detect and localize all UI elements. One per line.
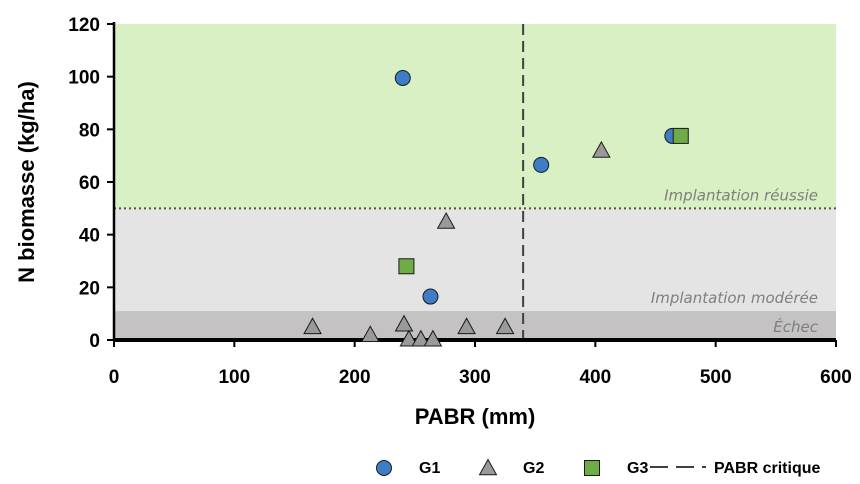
legend-label-g3: G3	[627, 460, 648, 477]
point-g2	[423, 329, 443, 347]
zone-label-implantation-moderee: Implantation modérée	[651, 289, 818, 307]
legend-label-g2: G2	[523, 460, 544, 477]
point-g2	[592, 140, 611, 158]
point-g2	[457, 317, 476, 335]
point-g2	[360, 325, 380, 343]
y-tick-label: 120	[68, 15, 100, 36]
point-g1	[533, 156, 550, 173]
y-axis-title: N biomasse (kg/ha)	[14, 81, 39, 283]
point-g3	[672, 127, 689, 144]
y-tick-label: 0	[89, 331, 100, 352]
x-tick-label: 600	[820, 367, 852, 388]
zone-label-echec: Échec	[773, 317, 818, 336]
legend: G1 G2 G3 PABR critique	[376, 458, 820, 477]
y-tick-label: 60	[79, 173, 100, 194]
legend-marker-g3	[584, 460, 600, 476]
zone-implantation-reussie	[114, 24, 836, 209]
y-tick-label: 100	[68, 68, 100, 89]
point-g2	[394, 314, 414, 332]
x-tick-label: 0	[109, 367, 120, 388]
y-tick-label: 40	[79, 226, 100, 247]
x-tick-label: 300	[459, 367, 491, 388]
points-layer	[303, 69, 689, 347]
point-g2	[303, 317, 322, 335]
y-tick-label: 20	[79, 278, 100, 299]
legend-label-pabr-critique: PABR critique	[714, 460, 820, 477]
zone-echec	[114, 311, 836, 340]
reference-lines-layer	[114, 24, 836, 340]
legend-marker-g2	[478, 458, 498, 476]
x-tick-label: 200	[339, 367, 371, 388]
x-tick-label: 400	[579, 367, 611, 388]
legend-label-g1: G1	[419, 460, 440, 477]
point-g1	[394, 69, 411, 86]
point-g2	[436, 211, 456, 229]
x-tick-label: 100	[218, 367, 250, 388]
point-g2	[495, 317, 515, 335]
zone-implantation-moderee	[114, 208, 836, 312]
point-g3	[398, 258, 415, 275]
x-axis-title: PABR (mm)	[415, 404, 536, 429]
x-tick-label: 500	[700, 367, 732, 388]
y-tick-label: 80	[79, 120, 100, 141]
point-g2	[411, 329, 431, 347]
zones-layer: Implantation réussie Implantation modérée…	[114, 24, 836, 340]
axes-layer: 0 100 200 300 400 500 600 0 20 40 60 80 100 120	[68, 15, 852, 388]
point-g2	[399, 329, 419, 347]
legend-marker-g1	[376, 460, 392, 476]
point-g1	[422, 288, 439, 305]
zone-label-implantation-reussie: Implantation réussie	[664, 186, 818, 204]
